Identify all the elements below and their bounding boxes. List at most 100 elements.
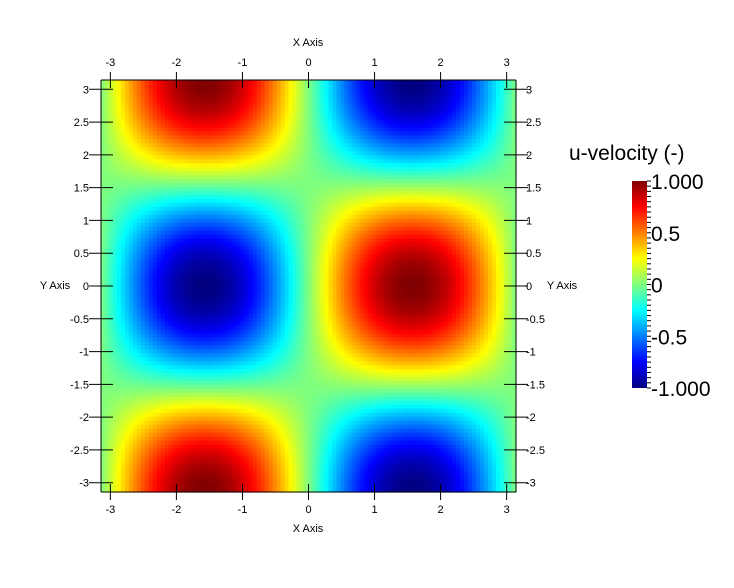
heatmap-cell — [204, 289, 210, 295]
heatmap-cell — [208, 183, 214, 188]
heatmap-cell — [276, 396, 282, 402]
heatmap-cell — [144, 484, 150, 489]
heatmap-cell — [200, 155, 206, 160]
heatmap-cell — [140, 444, 146, 450]
heatmap-cell — [236, 305, 242, 311]
heatmap-cell — [208, 349, 214, 354]
heatmap-cell — [108, 337, 114, 343]
heatmap-cell — [120, 171, 126, 176]
heatmap-cell — [208, 83, 214, 89]
heatmap-cell — [256, 452, 262, 457]
heatmap-cell — [176, 80, 182, 85]
heatmap-cell — [200, 80, 206, 85]
heatmap-cell — [248, 309, 254, 315]
heatmap-cell — [104, 476, 110, 481]
heatmap-cell — [160, 484, 166, 489]
heatmap-cell — [112, 305, 118, 311]
heatmap-cell — [180, 448, 186, 453]
heatmap-cell — [228, 266, 234, 271]
heatmap-cell — [176, 408, 182, 414]
heatmap-cell — [196, 131, 202, 137]
heatmap-cell — [140, 317, 146, 323]
heatmap-cell — [112, 206, 118, 212]
heatmap-cell — [216, 254, 222, 259]
heatmap-cell — [240, 250, 246, 255]
heatmap-cell — [120, 107, 126, 113]
heatmap-cell — [108, 420, 114, 426]
heatmap-cell — [101, 385, 106, 390]
heatmap-cell — [176, 282, 182, 287]
heatmap-cell — [120, 337, 126, 343]
heatmap-cell — [284, 198, 290, 204]
heatmap-cell — [104, 381, 110, 386]
heatmap-cell — [248, 460, 254, 465]
heatmap-cell — [116, 484, 122, 489]
heatmap-cell — [176, 428, 182, 434]
heatmap-cell — [280, 349, 286, 354]
heatmap-cell — [268, 440, 274, 446]
heatmap-cell — [224, 222, 230, 228]
heatmap-cell — [280, 151, 286, 156]
heatmap-cell — [160, 210, 166, 216]
heatmap-cell — [160, 377, 166, 382]
heatmap-cell — [236, 321, 242, 327]
heatmap-cell — [112, 111, 118, 117]
heatmap-cell — [140, 468, 146, 473]
heatmap-cell — [104, 218, 110, 224]
heatmap-cell — [276, 289, 282, 295]
heatmap-cell — [196, 400, 202, 406]
heatmap-cell — [136, 365, 142, 370]
heatmap-cell — [116, 127, 122, 133]
heatmap-cell — [128, 424, 134, 430]
heatmap-cell — [180, 147, 186, 152]
heatmap-cell — [156, 198, 162, 204]
heatmap-cell — [272, 230, 278, 236]
heatmap-cell — [276, 159, 282, 164]
heatmap-cell — [268, 389, 274, 394]
heatmap-cell — [188, 369, 194, 374]
heatmap-cell — [152, 167, 158, 172]
heatmap-cell — [244, 341, 250, 347]
heatmap-cell — [288, 341, 294, 347]
heatmap-cell — [176, 424, 182, 430]
heatmap-cell — [240, 266, 246, 271]
heatmap-cell — [280, 91, 286, 97]
heatmap-cell — [248, 444, 254, 450]
heatmap-cell — [128, 91, 134, 97]
heatmap-cell — [196, 147, 202, 152]
heatmap-cell — [120, 167, 126, 172]
heatmap-cell — [136, 329, 142, 335]
heatmap-cell — [220, 404, 226, 410]
heatmap-cell — [260, 400, 266, 406]
heatmap-cell — [212, 183, 218, 188]
heatmap-cell — [188, 218, 194, 224]
heatmap-cell — [144, 111, 150, 117]
heatmap-cell — [272, 266, 278, 271]
heatmap-cell — [276, 226, 282, 232]
heatmap-cell — [128, 230, 134, 236]
heatmap-cell — [288, 289, 294, 295]
heatmap-cell — [188, 159, 194, 164]
heatmap-cell — [212, 83, 218, 89]
heatmap-cell — [196, 404, 202, 410]
heatmap-cell — [228, 488, 234, 493]
heatmap-cell — [244, 436, 250, 442]
heatmap-cell — [112, 163, 118, 168]
heatmap-cell — [216, 95, 222, 101]
heatmap-cell — [180, 365, 186, 370]
heatmap-cell — [176, 274, 182, 279]
heatmap-cell — [284, 396, 290, 402]
heatmap-cell — [252, 424, 258, 430]
heatmap-cell — [148, 488, 154, 493]
heatmap-cell — [148, 95, 154, 101]
heatmap-cell — [136, 424, 142, 430]
heatmap-cell — [276, 234, 282, 240]
heatmap-cell — [228, 83, 234, 89]
heatmap-cell — [116, 440, 122, 446]
heatmap-cell — [108, 309, 114, 315]
heatmap-cell — [156, 373, 162, 378]
heatmap-cell — [280, 131, 286, 137]
heatmap-cell — [220, 420, 226, 426]
heatmap-cell — [180, 286, 186, 291]
heatmap-cell — [116, 317, 122, 323]
